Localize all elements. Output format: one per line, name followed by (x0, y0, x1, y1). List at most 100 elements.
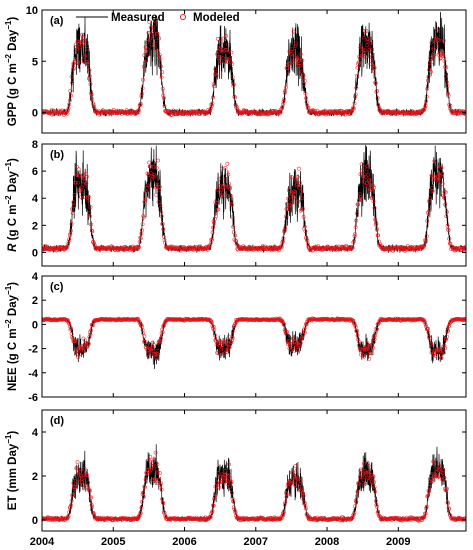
modeled-point (151, 34, 156, 39)
modeled-point (68, 505, 73, 510)
modeled-point (289, 52, 294, 56)
modeled-point (233, 102, 238, 107)
modeled-point (222, 60, 227, 65)
modeled-point (438, 465, 443, 470)
modeled-point (136, 110, 141, 115)
modeled-point (138, 236, 143, 241)
panel-tag: (d) (50, 415, 64, 427)
modeled-point (141, 215, 146, 220)
modeled-point (282, 509, 287, 514)
modeled-point (281, 99, 286, 104)
modeled-point (232, 94, 237, 99)
modeled-point (370, 345, 375, 350)
modeled-point (205, 247, 210, 252)
modeled-point (147, 354, 152, 359)
modeled-point (231, 82, 236, 87)
modeled-point (66, 108, 70, 113)
modeled-point (456, 110, 461, 115)
modeled-point (147, 19, 152, 24)
modeled-point (69, 228, 73, 233)
modeled-point (224, 348, 229, 353)
modeled-point (234, 104, 239, 109)
modeled-point (444, 65, 449, 70)
legend-modeled-label: Modeled (193, 12, 240, 24)
modeled-point (215, 350, 220, 355)
modeled-point (360, 348, 365, 353)
modeled-point (352, 101, 357, 106)
modeled-point (211, 503, 216, 508)
modeled-point (138, 510, 143, 515)
modeled-point (359, 467, 363, 472)
modeled-point (160, 327, 165, 332)
modeled-point (434, 467, 439, 472)
modeled-point (299, 190, 304, 194)
modeled-point (353, 232, 358, 237)
modeled-point (365, 43, 369, 48)
modeled-point (223, 48, 228, 52)
modeled-point (279, 516, 284, 521)
modeled-point (288, 478, 293, 483)
modeled-point (205, 110, 210, 115)
modeled-point (400, 110, 405, 115)
modeled-point (214, 338, 218, 343)
modeled-point (441, 193, 446, 198)
modeled-point (160, 86, 165, 91)
modeled-point (428, 69, 433, 74)
modeled-point (366, 37, 371, 42)
modeled-point (70, 80, 75, 85)
modeled-point (157, 53, 162, 58)
modeled-point (75, 173, 80, 178)
plot-area (42, 316, 466, 370)
modeled-point (218, 59, 223, 64)
modeled-point (138, 101, 143, 106)
modeled-point (153, 46, 158, 51)
modeled-point (80, 479, 85, 484)
modeled-point (281, 322, 286, 327)
modeled-point (298, 478, 303, 483)
modeled-point (295, 348, 300, 352)
modeled-point (447, 323, 452, 328)
modeled-point (285, 207, 290, 212)
modeled-point (157, 184, 162, 189)
modeled-point (141, 339, 146, 344)
modeled-point (212, 84, 217, 89)
modeled-point (80, 345, 85, 350)
modeled-point (440, 171, 445, 176)
modeled-point (155, 182, 160, 187)
modeled-point (282, 502, 287, 507)
modeled-point (355, 490, 360, 494)
modeled-point (227, 462, 231, 467)
modeled-point (373, 489, 378, 494)
modeled-point (86, 195, 91, 200)
modeled-point (430, 343, 435, 348)
modeled-point (430, 351, 435, 356)
modeled-point (89, 92, 94, 97)
modeled-point (150, 477, 155, 482)
modeled-point (366, 50, 371, 55)
panel-tag: (a) (50, 15, 64, 27)
modeled-point (154, 166, 159, 170)
modeled-point (354, 74, 359, 78)
modeled-point (69, 222, 74, 226)
modeled-point (80, 482, 85, 487)
modeled-point (219, 49, 224, 54)
modeled-point (225, 42, 230, 47)
modeled-point (421, 515, 426, 520)
measured-series-line (42, 444, 466, 523)
modeled-point (92, 512, 97, 517)
modeled-point (293, 41, 298, 46)
modeled-point (141, 77, 146, 82)
modeled-point (79, 473, 84, 478)
y-tick-label: 2 (32, 295, 38, 307)
panel-b: 0 2 4 6 8 (b) R (g C m−2 Day−1) (4, 139, 467, 267)
modeled-point (441, 195, 446, 200)
modeled-point (444, 486, 449, 491)
modeled-point (156, 50, 160, 55)
modeled-point (362, 354, 366, 359)
modeled-point (211, 82, 216, 87)
modeled-point (366, 172, 371, 177)
modeled-point (224, 339, 229, 344)
modeled-point (361, 478, 366, 483)
modeled-point (225, 479, 230, 484)
modeled-point (82, 486, 86, 491)
